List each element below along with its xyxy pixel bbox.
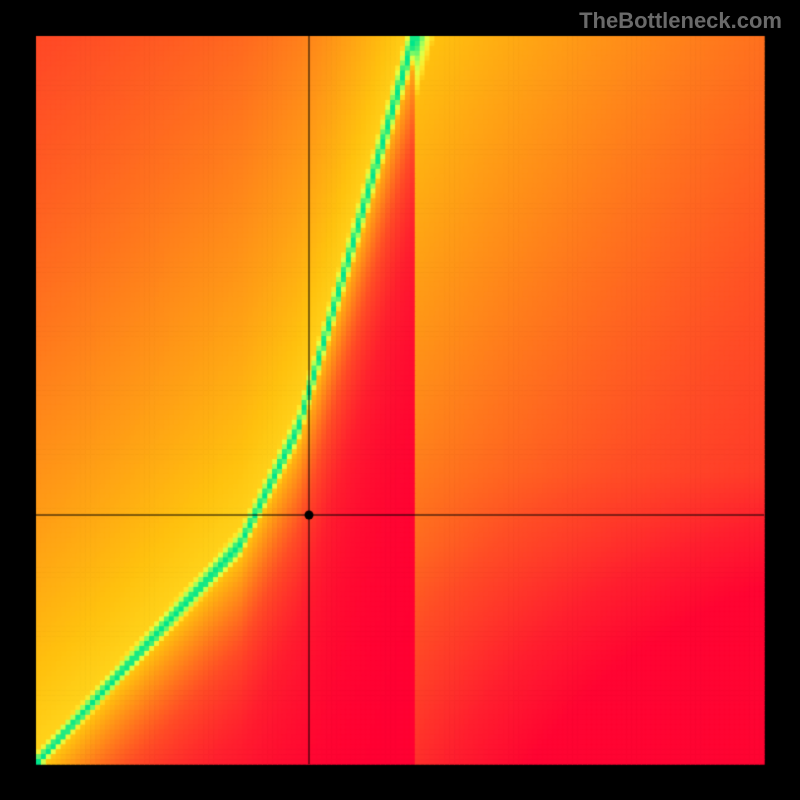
- chart-container: TheBottleneck.com: [0, 0, 800, 800]
- watermark-text: TheBottleneck.com: [579, 8, 782, 34]
- heatmap-canvas: [0, 0, 800, 800]
